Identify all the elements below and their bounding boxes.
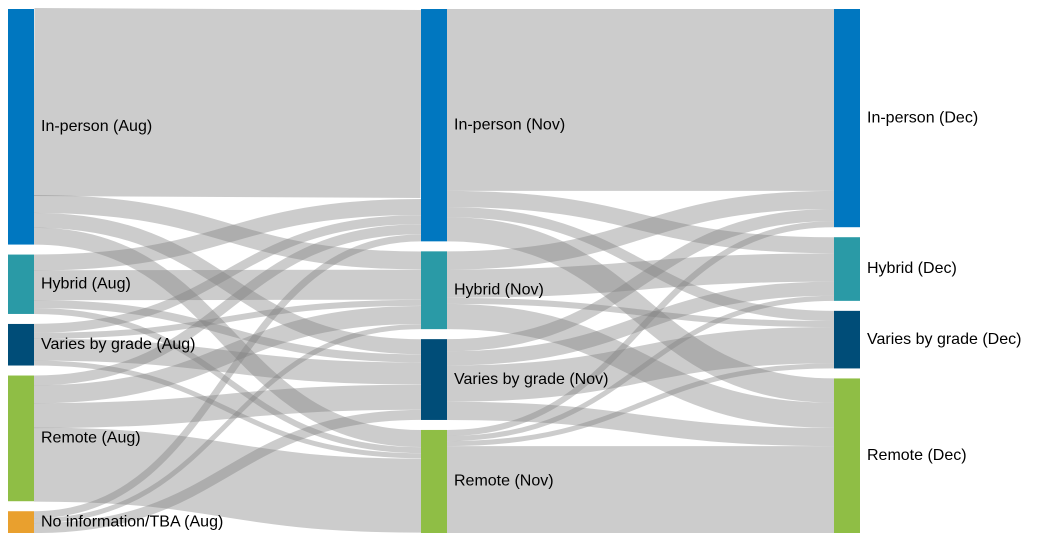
- node-varies-by-grade-dec: [834, 310, 860, 369]
- node-label-hybrid-aug: Hybrid (Aug): [41, 275, 131, 292]
- link-hybrid-aug-to-hybrid-nov: [33, 269, 422, 301]
- nodes-layer: [8, 9, 860, 533]
- node-label-in-person-nov: In-person (Nov): [454, 116, 565, 133]
- link-varies-by-grade-nov-to-hybrid-dec: [446, 281, 835, 366]
- link-hybrid-aug-to-varies-by-grade-nov: [33, 300, 422, 363]
- link-remote-aug-to-hybrid-nov: [33, 305, 422, 404]
- node-in-person-dec: [834, 9, 860, 228]
- link-in-person-aug-to-hybrid-nov: [33, 194, 422, 270]
- node-in-person-aug: [8, 9, 34, 245]
- node-varies-by-grade-aug: [8, 323, 34, 366]
- link-varies-by-grade-nov-to-remote-dec: [446, 401, 835, 447]
- link-varies-by-grade-aug-to-remote-nov: [33, 360, 422, 459]
- node-label-varies-by-grade-nov: Varies by grade (Nov): [454, 371, 608, 388]
- link-in-person-aug-to-in-person-nov: [33, 8, 422, 198]
- link-varies-by-grade-nov-to-in-person-dec: [446, 209, 835, 352]
- node-label-hybrid-dec: Hybrid (Dec): [867, 260, 957, 277]
- link-hybrid-aug-to-remote-nov: [33, 307, 422, 454]
- link-remote-nov-to-varies-by-grade-dec: [446, 363, 835, 447]
- link-varies-by-grade-aug-to-varies-by-grade-nov: [33, 338, 422, 385]
- node-label-no-information-tba-aug: No information/TBA (Aug): [41, 513, 223, 530]
- link-in-person-nov-to-remote-dec: [446, 217, 835, 403]
- link-hybrid-nov-to-hybrid-dec: [446, 253, 835, 298]
- node-label-remote-dec: Remote (Dec): [867, 447, 967, 464]
- node-hybrid-aug: [8, 254, 34, 314]
- link-hybrid-nov-to-in-person-dec: [446, 190, 835, 270]
- link-remote-nov-to-in-person-dec: [446, 221, 835, 437]
- link-varies-by-grade-nov-to-varies-by-grade-dec: [446, 327, 835, 402]
- link-no-information-tba-aug-to-varies-by-grade-nov: [33, 409, 422, 533]
- link-hybrid-nov-to-varies-by-grade-dec: [446, 297, 835, 328]
- node-no-information-tba-aug: [8, 511, 34, 533]
- link-remote-nov-to-hybrid-dec: [446, 295, 835, 442]
- labels-layer: In-person (Aug) Hybrid (Aug) Varies by gra…: [41, 109, 1021, 530]
- node-hybrid-dec: [834, 237, 860, 301]
- link-in-person-aug-to-remote-nov: [33, 227, 422, 448]
- link-hybrid-aug-to-in-person-nov: [33, 199, 422, 271]
- link-in-person-nov-to-hybrid-dec: [446, 190, 835, 254]
- node-label-hybrid-nov: Hybrid (Nov): [454, 281, 544, 298]
- node-label-remote-aug: Remote (Aug): [41, 430, 141, 447]
- node-hybrid-nov: [421, 251, 447, 330]
- link-remote-aug-to-remote-nov: [33, 427, 422, 533]
- link-in-person-aug-to-varies-by-grade-nov: [33, 212, 422, 355]
- node-remote-aug: [8, 375, 34, 502]
- node-label-varies-by-grade-aug: Varies by grade (Aug): [41, 336, 195, 353]
- node-label-remote-nov: Remote (Nov): [454, 473, 554, 490]
- node-varies-by-grade-nov: [421, 339, 447, 420]
- node-in-person-nov: [421, 9, 447, 242]
- node-remote-nov: [421, 429, 447, 533]
- link-hybrid-nov-to-remote-dec: [446, 303, 835, 428]
- node-label-in-person-dec: In-person (Dec): [867, 109, 978, 126]
- node-label-in-person-aug: In-person (Aug): [41, 118, 152, 135]
- node-remote-dec: [834, 378, 860, 533]
- node-label-varies-by-grade-dec: Varies by grade (Dec): [867, 331, 1021, 348]
- link-in-person-nov-to-varies-by-grade-dec: [446, 207, 835, 321]
- link-varies-by-grade-aug-to-hybrid-nov: [33, 299, 422, 339]
- links-layer: [33, 8, 835, 533]
- link-no-information-tba-aug-to-hybrid-nov: [33, 324, 422, 524]
- link-varies-by-grade-aug-to-in-person-nov: [33, 215, 422, 333]
- link-no-information-tba-aug-to-in-person-nov: [33, 234, 422, 519]
- link-remote-aug-to-varies-by-grade-nov: [33, 384, 422, 429]
- link-remote-aug-to-in-person-nov: [33, 224, 422, 386]
